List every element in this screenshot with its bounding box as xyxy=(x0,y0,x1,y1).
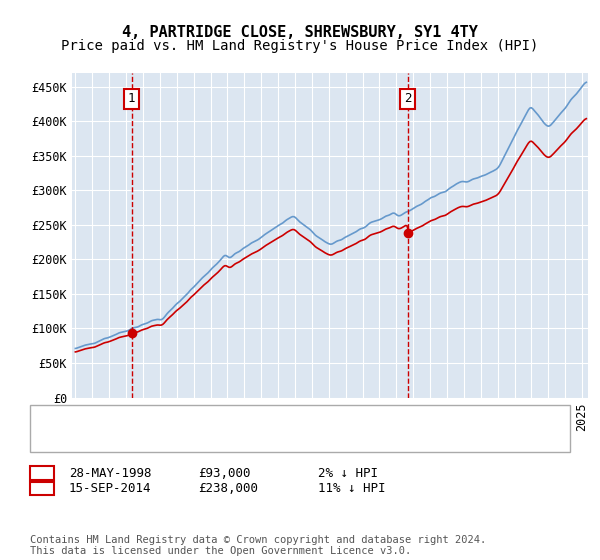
Text: £238,000: £238,000 xyxy=(198,482,258,495)
Text: £93,000: £93,000 xyxy=(198,466,251,480)
Text: Price paid vs. HM Land Registry's House Price Index (HPI): Price paid vs. HM Land Registry's House … xyxy=(61,39,539,53)
Text: HPI: Average price, detached house, Shropshire: HPI: Average price, detached house, Shro… xyxy=(78,437,406,451)
Text: 2% ↓ HPI: 2% ↓ HPI xyxy=(318,466,378,480)
Text: 15-SEP-2014: 15-SEP-2014 xyxy=(69,482,151,495)
Text: 4, PARTRIDGE CLOSE, SHREWSBURY, SY1 4TY: 4, PARTRIDGE CLOSE, SHREWSBURY, SY1 4TY xyxy=(122,25,478,40)
Text: 1: 1 xyxy=(128,92,136,105)
Text: —: — xyxy=(48,435,58,453)
Text: —: — xyxy=(48,423,58,441)
Text: 28-MAY-1998: 28-MAY-1998 xyxy=(69,466,151,480)
Text: 1: 1 xyxy=(38,466,46,480)
Text: 11% ↓ HPI: 11% ↓ HPI xyxy=(318,482,386,495)
Text: 4, PARTRIDGE CLOSE, SHREWSBURY, SY1 4TY (detached house): 4, PARTRIDGE CLOSE, SHREWSBURY, SY1 4TY … xyxy=(78,426,477,439)
Text: Contains HM Land Registry data © Crown copyright and database right 2024.
This d: Contains HM Land Registry data © Crown c… xyxy=(30,535,486,557)
Text: 2: 2 xyxy=(404,92,412,105)
Text: 2: 2 xyxy=(38,482,46,495)
